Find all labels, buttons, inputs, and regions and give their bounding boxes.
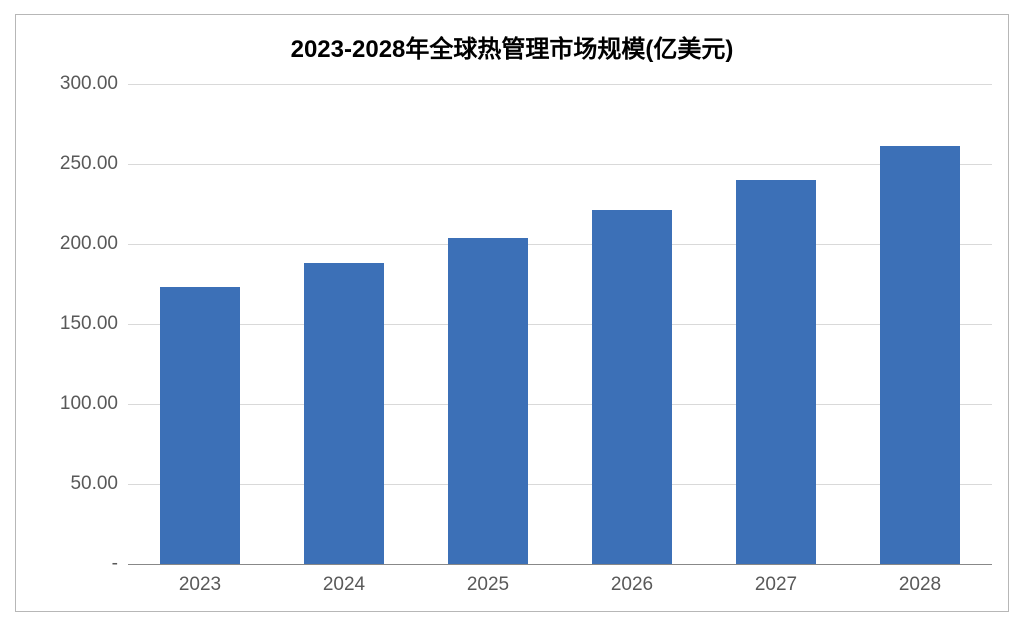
bar xyxy=(880,146,959,564)
chart-container: 2023-2028年全球热管理市场规模(亿美元) -50.00100.00150… xyxy=(15,14,1009,612)
chart-title: 2023-2028年全球热管理市场规模(亿美元) xyxy=(16,29,1008,64)
y-tick-label: 150.00 xyxy=(60,313,128,335)
x-tick-label: 2024 xyxy=(323,564,365,596)
gridline xyxy=(128,484,992,485)
x-tick-label: 2027 xyxy=(755,564,797,596)
y-tick-label: 300.00 xyxy=(60,73,128,95)
x-tick-label: 2028 xyxy=(899,564,941,596)
x-tick-label: 2025 xyxy=(467,564,509,596)
bar xyxy=(736,180,815,564)
gridline xyxy=(128,164,992,165)
bar xyxy=(448,238,527,564)
y-tick-label: 200.00 xyxy=(60,233,128,255)
y-tick-label: 100.00 xyxy=(60,393,128,415)
y-tick-label: - xyxy=(112,553,128,575)
x-tick-label: 2026 xyxy=(611,564,653,596)
x-tick-label: 2023 xyxy=(179,564,221,596)
bar xyxy=(160,287,239,564)
y-tick-label: 50.00 xyxy=(70,473,128,495)
gridline xyxy=(128,404,992,405)
bar xyxy=(304,263,383,564)
gridline xyxy=(128,564,992,565)
gridline xyxy=(128,84,992,85)
gridline xyxy=(128,324,992,325)
y-tick-label: 250.00 xyxy=(60,153,128,175)
bar xyxy=(592,210,671,564)
plot-area: -50.00100.00150.00200.00250.00300.002023… xyxy=(128,84,992,564)
gridline xyxy=(128,244,992,245)
